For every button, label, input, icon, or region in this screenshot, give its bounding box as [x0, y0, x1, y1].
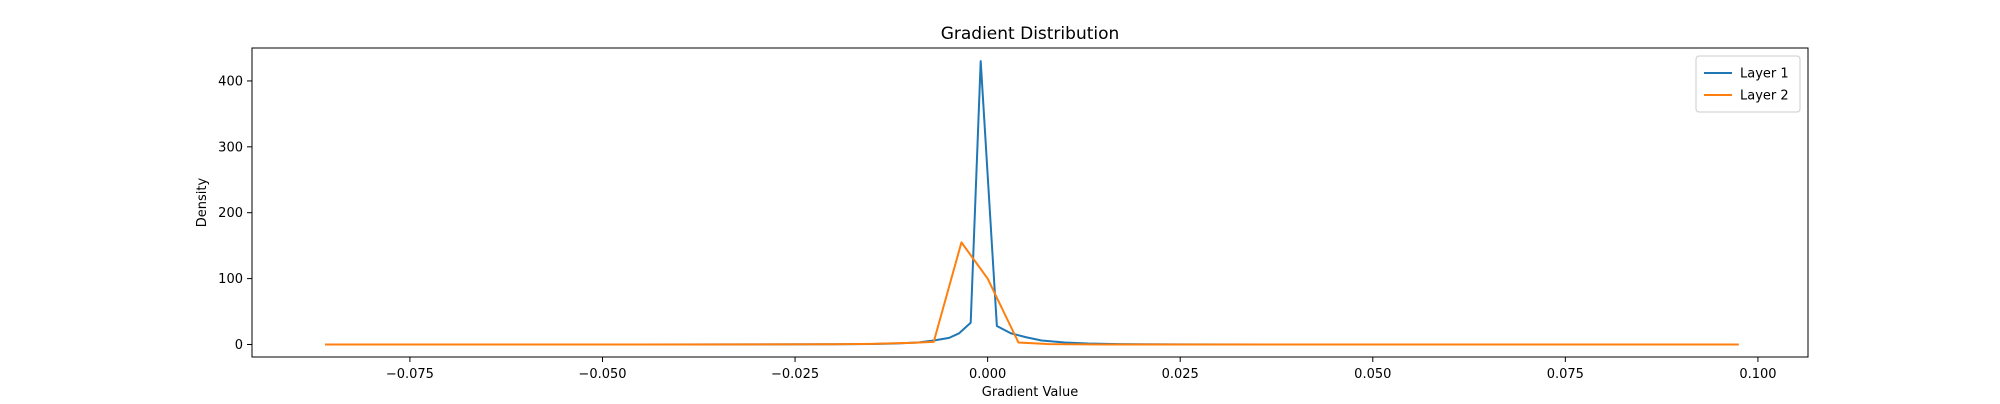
- legend-box: [1695, 55, 1801, 113]
- x-tick-label: 0.100: [1739, 367, 1776, 382]
- x-axis: −0.075 −0.050 −0.025 0.000 0.025 0.050 0.075 0.…: [386, 357, 1777, 382]
- series-line-layer-1: [325, 60, 1739, 346]
- plot-frame: [251, 47, 1809, 358]
- x-tick-label: −0.025: [771, 367, 819, 382]
- chart-title: Gradient Distribution: [941, 24, 1120, 44]
- y-tick-label: 0: [235, 338, 243, 353]
- y-tick-label: 400: [218, 74, 243, 89]
- legend: Layer 1 Layer 2: [1695, 55, 1801, 113]
- x-tick-label: 0.075: [1547, 367, 1584, 382]
- x-axis-label: Gradient Value: [982, 385, 1078, 400]
- plot-area: [325, 60, 1739, 346]
- y-tick-label: 200: [218, 206, 243, 221]
- series-line-layer-2: [325, 241, 1739, 346]
- x-tick-label: −0.075: [386, 367, 434, 382]
- x-tick-label: 0.025: [1162, 367, 1199, 382]
- legend-label: Layer 1: [1740, 67, 1789, 82]
- legend-label: Layer 2: [1740, 89, 1789, 104]
- y-tick-label: 100: [218, 272, 243, 287]
- x-tick-label: −0.050: [578, 367, 626, 382]
- y-axis-label: Density: [195, 177, 210, 227]
- y-axis: 0 100 200 300 400: [218, 74, 252, 353]
- x-tick-label: 0.050: [1354, 367, 1391, 382]
- y-tick-label: 300: [218, 140, 243, 155]
- x-tick-label: 0.000: [969, 367, 1006, 382]
